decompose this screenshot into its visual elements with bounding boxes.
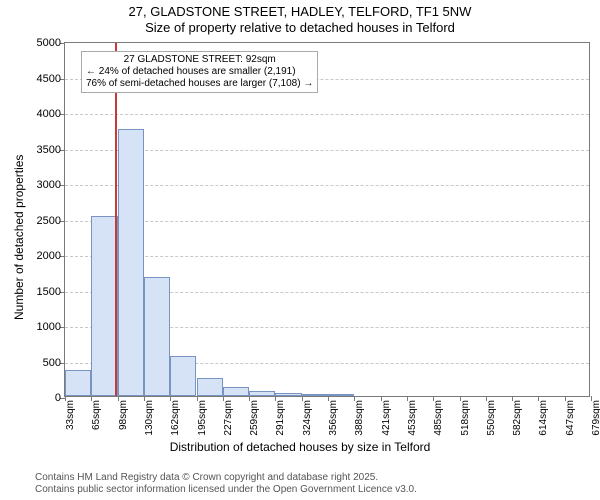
y-tick-label: 500 [43,357,61,369]
chart-container: { "title": { "line1": "27, GLADSTONE STR… [0,0,600,500]
x-tick-label: 33sqm [65,400,76,430]
histogram-bar [197,378,223,396]
x-tick-label: 65sqm [91,400,102,430]
x-tick-label: 388sqm [354,400,365,436]
y-tick-label: 4000 [37,108,61,120]
footer-attribution: Contains HM Land Registry data © Crown c… [35,472,417,496]
x-tick-label: 130sqm [144,400,155,436]
y-tick-label: 3000 [37,179,61,191]
histogram-bar [302,394,328,396]
title-line-2: Size of property relative to detached ho… [0,20,600,36]
annotation-line-1: 27 GLADSTONE STREET: 92sqm [86,54,313,66]
x-tick-label: 227sqm [223,400,234,436]
histogram-bar [144,277,170,396]
x-tick-label: 453sqm [407,400,418,436]
x-tick-label: 485sqm [433,400,444,436]
x-tick-label: 614sqm [538,400,549,436]
histogram-bar [91,216,117,396]
annotation-line-2: ← 24% of detached houses are smaller (2,… [86,66,313,78]
x-tick-label: 582sqm [512,400,523,436]
histogram-bar [328,394,354,396]
plot-area: 0500100015002000250030003500400045005000… [64,42,590,397]
x-tick-label: 679sqm [591,400,600,436]
y-tick-label: 2000 [37,250,61,262]
x-tick-label: 356sqm [328,400,339,436]
title-block: 27, GLADSTONE STREET, HADLEY, TELFORD, T… [0,0,600,37]
histogram-bar [118,129,144,396]
y-tick-label: 3500 [37,144,61,156]
histogram-bar [65,370,91,396]
y-axis-label: Number of detached properties [12,155,26,320]
x-tick-label: 195sqm [197,400,208,436]
histogram-bar [223,387,249,396]
x-tick-label: 518sqm [460,400,471,436]
title-line-1: 27, GLADSTONE STREET, HADLEY, TELFORD, T… [0,4,600,20]
y-tick-label: 2500 [37,215,61,227]
x-tick-label: 550sqm [486,400,497,436]
y-tick-label: 1000 [37,321,61,333]
y-tick-label: 4500 [37,73,61,85]
gridline-h [65,114,589,115]
x-tick-label: 324sqm [302,400,313,436]
x-axis-label: Distribution of detached houses by size … [0,440,600,454]
annotation-line-3: 76% of semi-detached houses are larger (… [86,78,313,90]
x-tick-label: 259sqm [249,400,260,436]
histogram-bar [275,393,301,396]
annotation-box: 27 GLADSTONE STREET: 92sqm← 24% of detac… [81,51,318,93]
y-tick-label: 1500 [37,286,61,298]
x-tick-label: 291sqm [275,400,286,436]
y-tick-label: 0 [55,392,61,404]
footer-line-2: Contains public sector information licen… [35,484,417,496]
x-tick-label: 647sqm [565,400,576,436]
property-marker-line [115,43,117,396]
histogram-bar [249,391,275,396]
histogram-bar [170,356,196,396]
footer-line-1: Contains HM Land Registry data © Crown c… [35,472,417,484]
x-tick-label: 98sqm [118,400,129,430]
x-tick-label: 421sqm [381,400,392,436]
x-tick-label: 162sqm [170,400,181,436]
y-tick-label: 5000 [37,37,61,49]
